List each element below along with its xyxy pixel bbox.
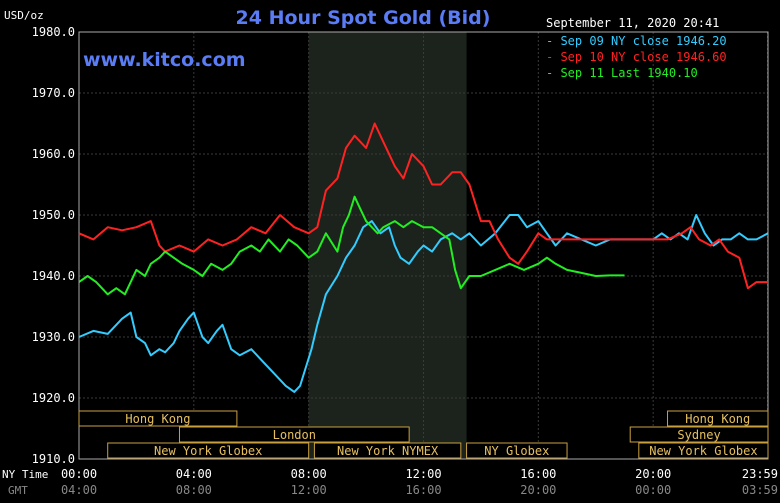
session-label: Hong Kong [125, 412, 190, 426]
y-tick-label: 1930.0 [32, 330, 75, 344]
y-tick-label: 1970.0 [32, 86, 75, 100]
x-tick-label-gmt: 12:00 [291, 483, 327, 497]
session-new-york-globex: New York Globex [107, 442, 310, 459]
x-tick-label-gmt: 04:00 [61, 483, 97, 497]
x-tick-label-gmt: 20:00 [520, 483, 556, 497]
series-line-sep11 [78, 195, 625, 296]
session-box [667, 410, 769, 427]
chart-title: 24 Hour Spot Gold (Bid) [236, 7, 491, 29]
price-series-layer [78, 122, 769, 393]
x-tick-label-ny: 00:00 [61, 467, 97, 481]
y-tick-label: 1980.0 [32, 25, 75, 39]
x-tick-label-gmt: 00:00 [635, 483, 671, 497]
x-tick-label-gmt: 08:00 [176, 483, 212, 497]
x-tick-label-ny: 08:00 [291, 467, 327, 481]
watermark: www.kitco.com [83, 49, 246, 71]
session-label: London [273, 428, 316, 442]
legend: September 11, 2020 20:41 - Sep 09 NY clo… [546, 16, 727, 80]
legend-item-sep09: - Sep 09 NY close 1946.20 [546, 34, 727, 48]
session-label: New York NYMEX [337, 444, 439, 458]
market-sessions-bar: Hong Kong Hong Kong London Sydney New York G… [78, 410, 769, 459]
legend-item-sep10: - Sep 10 NY close 1946.60 [546, 50, 727, 64]
x-tick-label-gmt: 16:00 [405, 483, 441, 497]
legend-dash-sep09: - [546, 34, 560, 48]
session-hong-kong: Hong Kong [667, 410, 769, 427]
legend-item-sep11: - Sep 11 Last 1940.10 [546, 66, 698, 80]
x-row-label-ny: NY Time [2, 468, 48, 481]
session-new-york-globex: New York Globex [638, 442, 769, 459]
session-label: Hong Kong [685, 412, 750, 426]
x-row-label-gmt: GMT [8, 484, 28, 497]
y-tick-label: 1920.0 [32, 391, 75, 405]
series-line-sep09 [78, 214, 769, 393]
session-sydney: Sydney [629, 426, 769, 443]
session-label: New York Globex [649, 444, 757, 458]
x-tick-label-ny: 12:00 [405, 467, 441, 481]
x-tick-label-ny: 04:00 [176, 467, 212, 481]
y-tick-label: 1960.0 [32, 147, 75, 161]
y-axis-labels: 1980.0 1970.0 1960.0 1950.0 1940.0 1930.0 1920… [32, 25, 75, 466]
legend-text-sep09: Sep 09 NY close 1946.20 [560, 34, 726, 48]
session-box [638, 442, 769, 459]
x-axis-labels: NY Time GMT 00:00 04:00 04:00 08:00 08:00 12:00… [2, 467, 778, 497]
session-box [313, 442, 462, 459]
session-box [107, 442, 310, 459]
plot-frame [78, 31, 769, 460]
x-tick-label-gmt: 03:59 [742, 483, 778, 497]
x-tick-label-ny: 20:00 [635, 467, 671, 481]
session-box [466, 442, 568, 459]
session-box [178, 426, 410, 443]
legend-timestamp: September 11, 2020 20:41 [546, 16, 719, 30]
session-label: Sydney [677, 428, 720, 442]
session-new-york-nymex: New York NYMEX [313, 442, 462, 459]
y-tick-label: 1940.0 [32, 269, 75, 283]
session-hong-kong: Hong Kong [78, 410, 238, 427]
session-label: NY Globex [484, 444, 549, 458]
session-label: New York Globex [154, 444, 262, 458]
nymex-session-highlight [308, 32, 467, 459]
legend-dash-sep11: - [546, 66, 560, 80]
x-tick-label-ny: 16:00 [520, 467, 556, 481]
session-box [629, 426, 769, 443]
y-tick-label: 1910.0 [32, 452, 75, 466]
session-ny-globex: NY Globex [466, 442, 568, 459]
unit-label: USD/oz [4, 9, 44, 22]
series-line-sep10 [78, 122, 768, 290]
session-london: London [178, 426, 410, 443]
legend-text-sep11: Sep 11 Last 1940.10 [560, 66, 697, 80]
legend-dash-sep10: - [546, 50, 560, 64]
session-box [78, 410, 238, 427]
y-tick-label: 1950.0 [32, 208, 75, 222]
legend-text-sep10: Sep 10 NY close 1946.60 [560, 50, 726, 64]
x-tick-label-ny: 23:59 [742, 467, 778, 481]
